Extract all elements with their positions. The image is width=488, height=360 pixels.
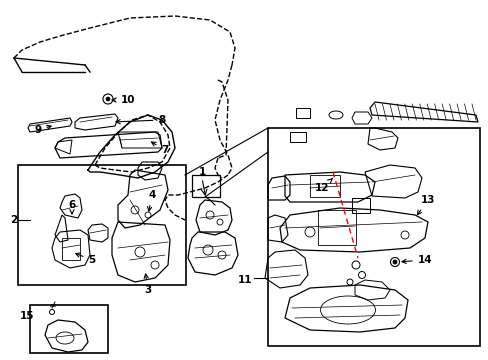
Bar (317, 210, 355, 245)
Bar (295, 108, 309, 118)
Circle shape (106, 97, 110, 101)
Bar (30, 305, 108, 353)
Bar (289, 132, 305, 142)
Text: 14: 14 (401, 255, 431, 265)
Text: 15: 15 (20, 311, 35, 321)
Bar (267, 128, 479, 346)
Text: 8: 8 (116, 115, 165, 125)
Circle shape (392, 260, 396, 264)
Bar (351, 198, 369, 213)
Text: 10: 10 (112, 95, 135, 105)
Bar (62, 238, 80, 260)
Text: 9: 9 (34, 125, 51, 135)
Text: 5: 5 (76, 253, 96, 265)
Text: 1: 1 (198, 167, 205, 177)
Text: 2: 2 (10, 215, 17, 225)
Bar (309, 175, 339, 197)
Bar (192, 175, 220, 197)
Bar (18, 165, 185, 285)
Text: 11: 11 (237, 275, 251, 285)
Text: 12: 12 (314, 178, 332, 193)
Text: 7: 7 (151, 142, 168, 155)
Text: 6: 6 (68, 200, 76, 214)
Text: 3: 3 (144, 274, 151, 295)
Text: 4: 4 (147, 190, 155, 211)
Text: 13: 13 (416, 195, 434, 215)
